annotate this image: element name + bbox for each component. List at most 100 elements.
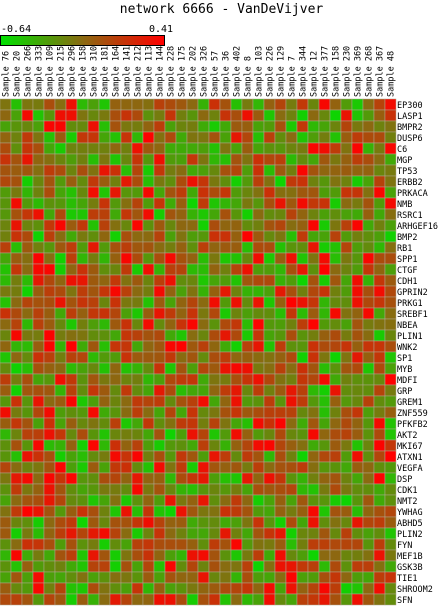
heatmap-cell [164, 241, 177, 254]
heatmap-cell [175, 494, 188, 507]
heatmap-cell [87, 450, 100, 463]
heatmap-cell [384, 538, 397, 551]
heatmap-cell [329, 439, 342, 452]
gene-label: ATXN1 [397, 453, 423, 463]
heatmap-cell [142, 219, 155, 232]
heatmap-cell [109, 186, 122, 199]
heatmap-cell [318, 494, 331, 507]
heatmap-cell [76, 186, 89, 199]
heatmap-cell [208, 395, 221, 408]
heatmap-cell [21, 483, 34, 496]
sample-label: Sample 158 [332, 46, 342, 97]
heatmap-cell [230, 230, 243, 243]
heatmap-cell [175, 296, 188, 309]
heatmap-cell [43, 560, 56, 573]
heatmap-cell [186, 417, 199, 430]
heatmap-cell [43, 186, 56, 199]
heatmap-cell [197, 208, 210, 221]
heatmap-cell [208, 153, 221, 166]
heatmap-cell [65, 98, 78, 111]
heatmap-cell [340, 175, 353, 188]
heatmap-cell [54, 439, 67, 452]
gene-label: MDFI [397, 376, 417, 386]
heatmap-cell [10, 560, 23, 573]
heatmap-cell [32, 175, 45, 188]
heatmap-cell [54, 131, 67, 144]
heatmap-cell [120, 373, 133, 386]
heatmap-cell [230, 131, 243, 144]
heatmap-cell [43, 285, 56, 298]
heatmap-cell [362, 164, 375, 177]
heatmap-cell [21, 219, 34, 232]
heatmap-cell [120, 538, 133, 551]
heatmap-cell [362, 153, 375, 166]
heatmap-cell [10, 472, 23, 485]
heatmap-cell [263, 384, 276, 397]
heatmap-cell [98, 472, 111, 485]
heatmap-cell [10, 329, 23, 342]
heatmap-cell [175, 307, 188, 320]
heatmap-cell [263, 329, 276, 342]
sample-label: Sample 377 [321, 46, 331, 97]
heatmap-cell [197, 252, 210, 265]
heatmap-cell [32, 516, 45, 529]
heatmap-cell [373, 241, 386, 254]
heatmap-cell [175, 461, 188, 474]
heatmap-cell [274, 329, 287, 342]
heatmap-cell [109, 164, 122, 177]
heatmap-cell [76, 560, 89, 573]
heatmap-cell [120, 340, 133, 353]
heatmap-cell [10, 296, 23, 309]
heatmap-cell [109, 538, 122, 551]
heatmap-cell [10, 230, 23, 243]
sample-label: Sample 12 [310, 51, 320, 97]
heatmap-cell [109, 241, 122, 254]
heatmap-cell [230, 516, 243, 529]
heatmap-cell [76, 428, 89, 441]
heatmap-cell [230, 285, 243, 298]
heatmap-cell [340, 439, 353, 452]
heatmap-cell [296, 318, 309, 331]
heatmap-cell [296, 98, 309, 111]
heatmap-cell [10, 373, 23, 386]
heatmap-cell [274, 483, 287, 496]
heatmap-cell [318, 142, 331, 155]
heatmap-cell [197, 582, 210, 595]
heatmap-cell [241, 241, 254, 254]
heatmap-cell [109, 219, 122, 232]
heatmap-cell [241, 318, 254, 331]
heatmap-cell [285, 384, 298, 397]
heatmap-cell [318, 131, 331, 144]
heatmap-cell [32, 417, 45, 430]
heatmap-cell [296, 307, 309, 320]
heatmap-cell [21, 329, 34, 342]
heatmap-cell [10, 142, 23, 155]
heatmap-cell [285, 483, 298, 496]
heatmap-cell [175, 450, 188, 463]
heatmap-cell [109, 318, 122, 331]
heatmap-cell [373, 527, 386, 540]
heatmap-cell [219, 285, 232, 298]
heatmap-cell [252, 175, 265, 188]
heatmap-cell [340, 538, 353, 551]
heatmap-cell [131, 439, 144, 452]
heatmap-cell [120, 417, 133, 430]
heatmap-cell [120, 153, 133, 166]
heatmap-cell [285, 406, 298, 419]
heatmap-cell [175, 98, 188, 111]
heatmap-cell [131, 131, 144, 144]
heatmap-cell [230, 483, 243, 496]
heatmap-cell [164, 164, 177, 177]
heatmap-cell [65, 417, 78, 430]
heatmap-cell [43, 571, 56, 584]
heatmap-cell [208, 527, 221, 540]
heatmap-cell [351, 549, 364, 562]
heatmap-cell [252, 307, 265, 320]
heatmap-cell [10, 549, 23, 562]
heatmap-cell [76, 538, 89, 551]
heatmap-cell [153, 483, 166, 496]
heatmap-cell [131, 175, 144, 188]
heatmap-cell [241, 219, 254, 232]
heatmap-cell [175, 483, 188, 496]
heatmap-cell [329, 98, 342, 111]
